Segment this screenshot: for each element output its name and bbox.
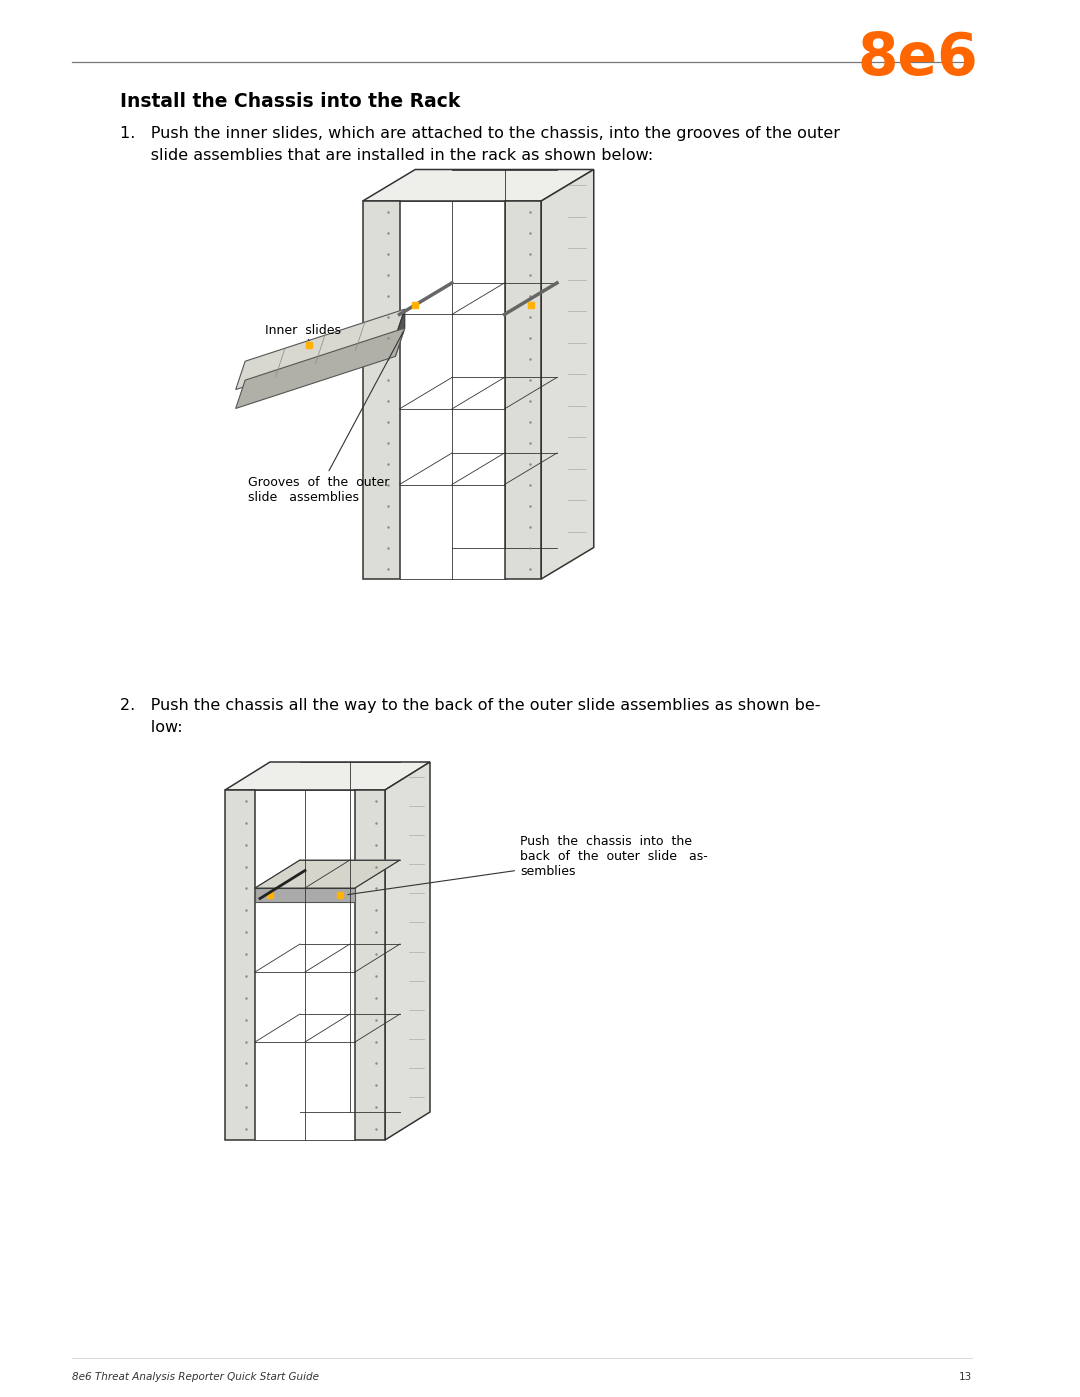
Text: Install the Chassis into the Rack: Install the Chassis into the Rack (120, 92, 460, 110)
Polygon shape (395, 309, 405, 356)
Polygon shape (355, 789, 384, 1140)
Text: Grooves  of  the  outer
slide   assemblies: Grooves of the outer slide assemblies (248, 332, 403, 504)
Polygon shape (255, 861, 400, 888)
Polygon shape (225, 789, 255, 1140)
Text: 2.   Push the chassis all the way to the back of the outer slide assemblies as s: 2. Push the chassis all the way to the b… (120, 698, 821, 712)
Text: 13: 13 (959, 1372, 972, 1382)
Text: Push  the  chassis  into  the
back  of  the  outer  slide   as-
semblies: Push the chassis into the back of the ou… (348, 835, 707, 894)
Text: 8e6: 8e6 (858, 29, 978, 87)
Polygon shape (541, 169, 594, 578)
Polygon shape (363, 201, 400, 578)
Polygon shape (504, 201, 541, 578)
Polygon shape (255, 888, 355, 902)
Polygon shape (363, 169, 594, 201)
Text: Inner  slides: Inner slides (265, 324, 341, 341)
Text: slide assemblies that are installed in the rack as shown below:: slide assemblies that are installed in t… (120, 148, 653, 163)
Polygon shape (235, 309, 405, 390)
Text: low:: low: (120, 719, 183, 735)
Text: 8e6 Threat Analysis Reporter Quick Start Guide: 8e6 Threat Analysis Reporter Quick Start… (72, 1372, 319, 1382)
Polygon shape (384, 761, 430, 1140)
Polygon shape (235, 328, 405, 408)
Text: 1.   Push the inner slides, which are attached to the chassis, into the grooves : 1. Push the inner slides, which are atta… (120, 126, 840, 141)
Polygon shape (225, 761, 430, 789)
